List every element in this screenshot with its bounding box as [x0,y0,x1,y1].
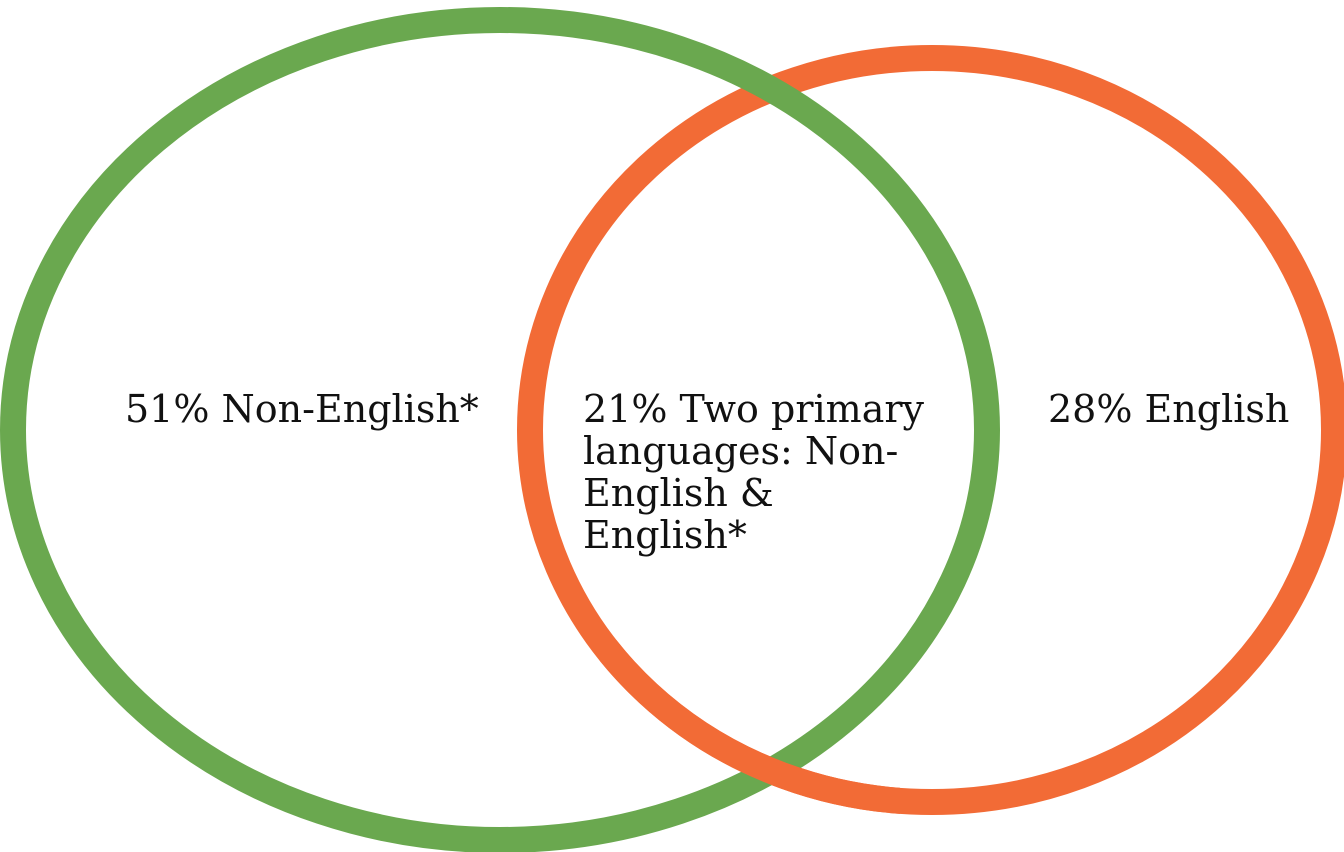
region-label: 28% English [1048,387,1289,431]
region-label: 51% Non-English* [125,387,479,431]
non-english-circle [0,7,1000,852]
region-label: English* [583,513,747,557]
region-label: 21% Two primary [583,387,925,431]
region-label: languages: Non- [583,429,898,473]
labels: 51% Non-English* 21% Two primarylanguages… [125,387,1289,557]
region-label: English & [583,471,774,515]
english-circle [517,45,1344,815]
